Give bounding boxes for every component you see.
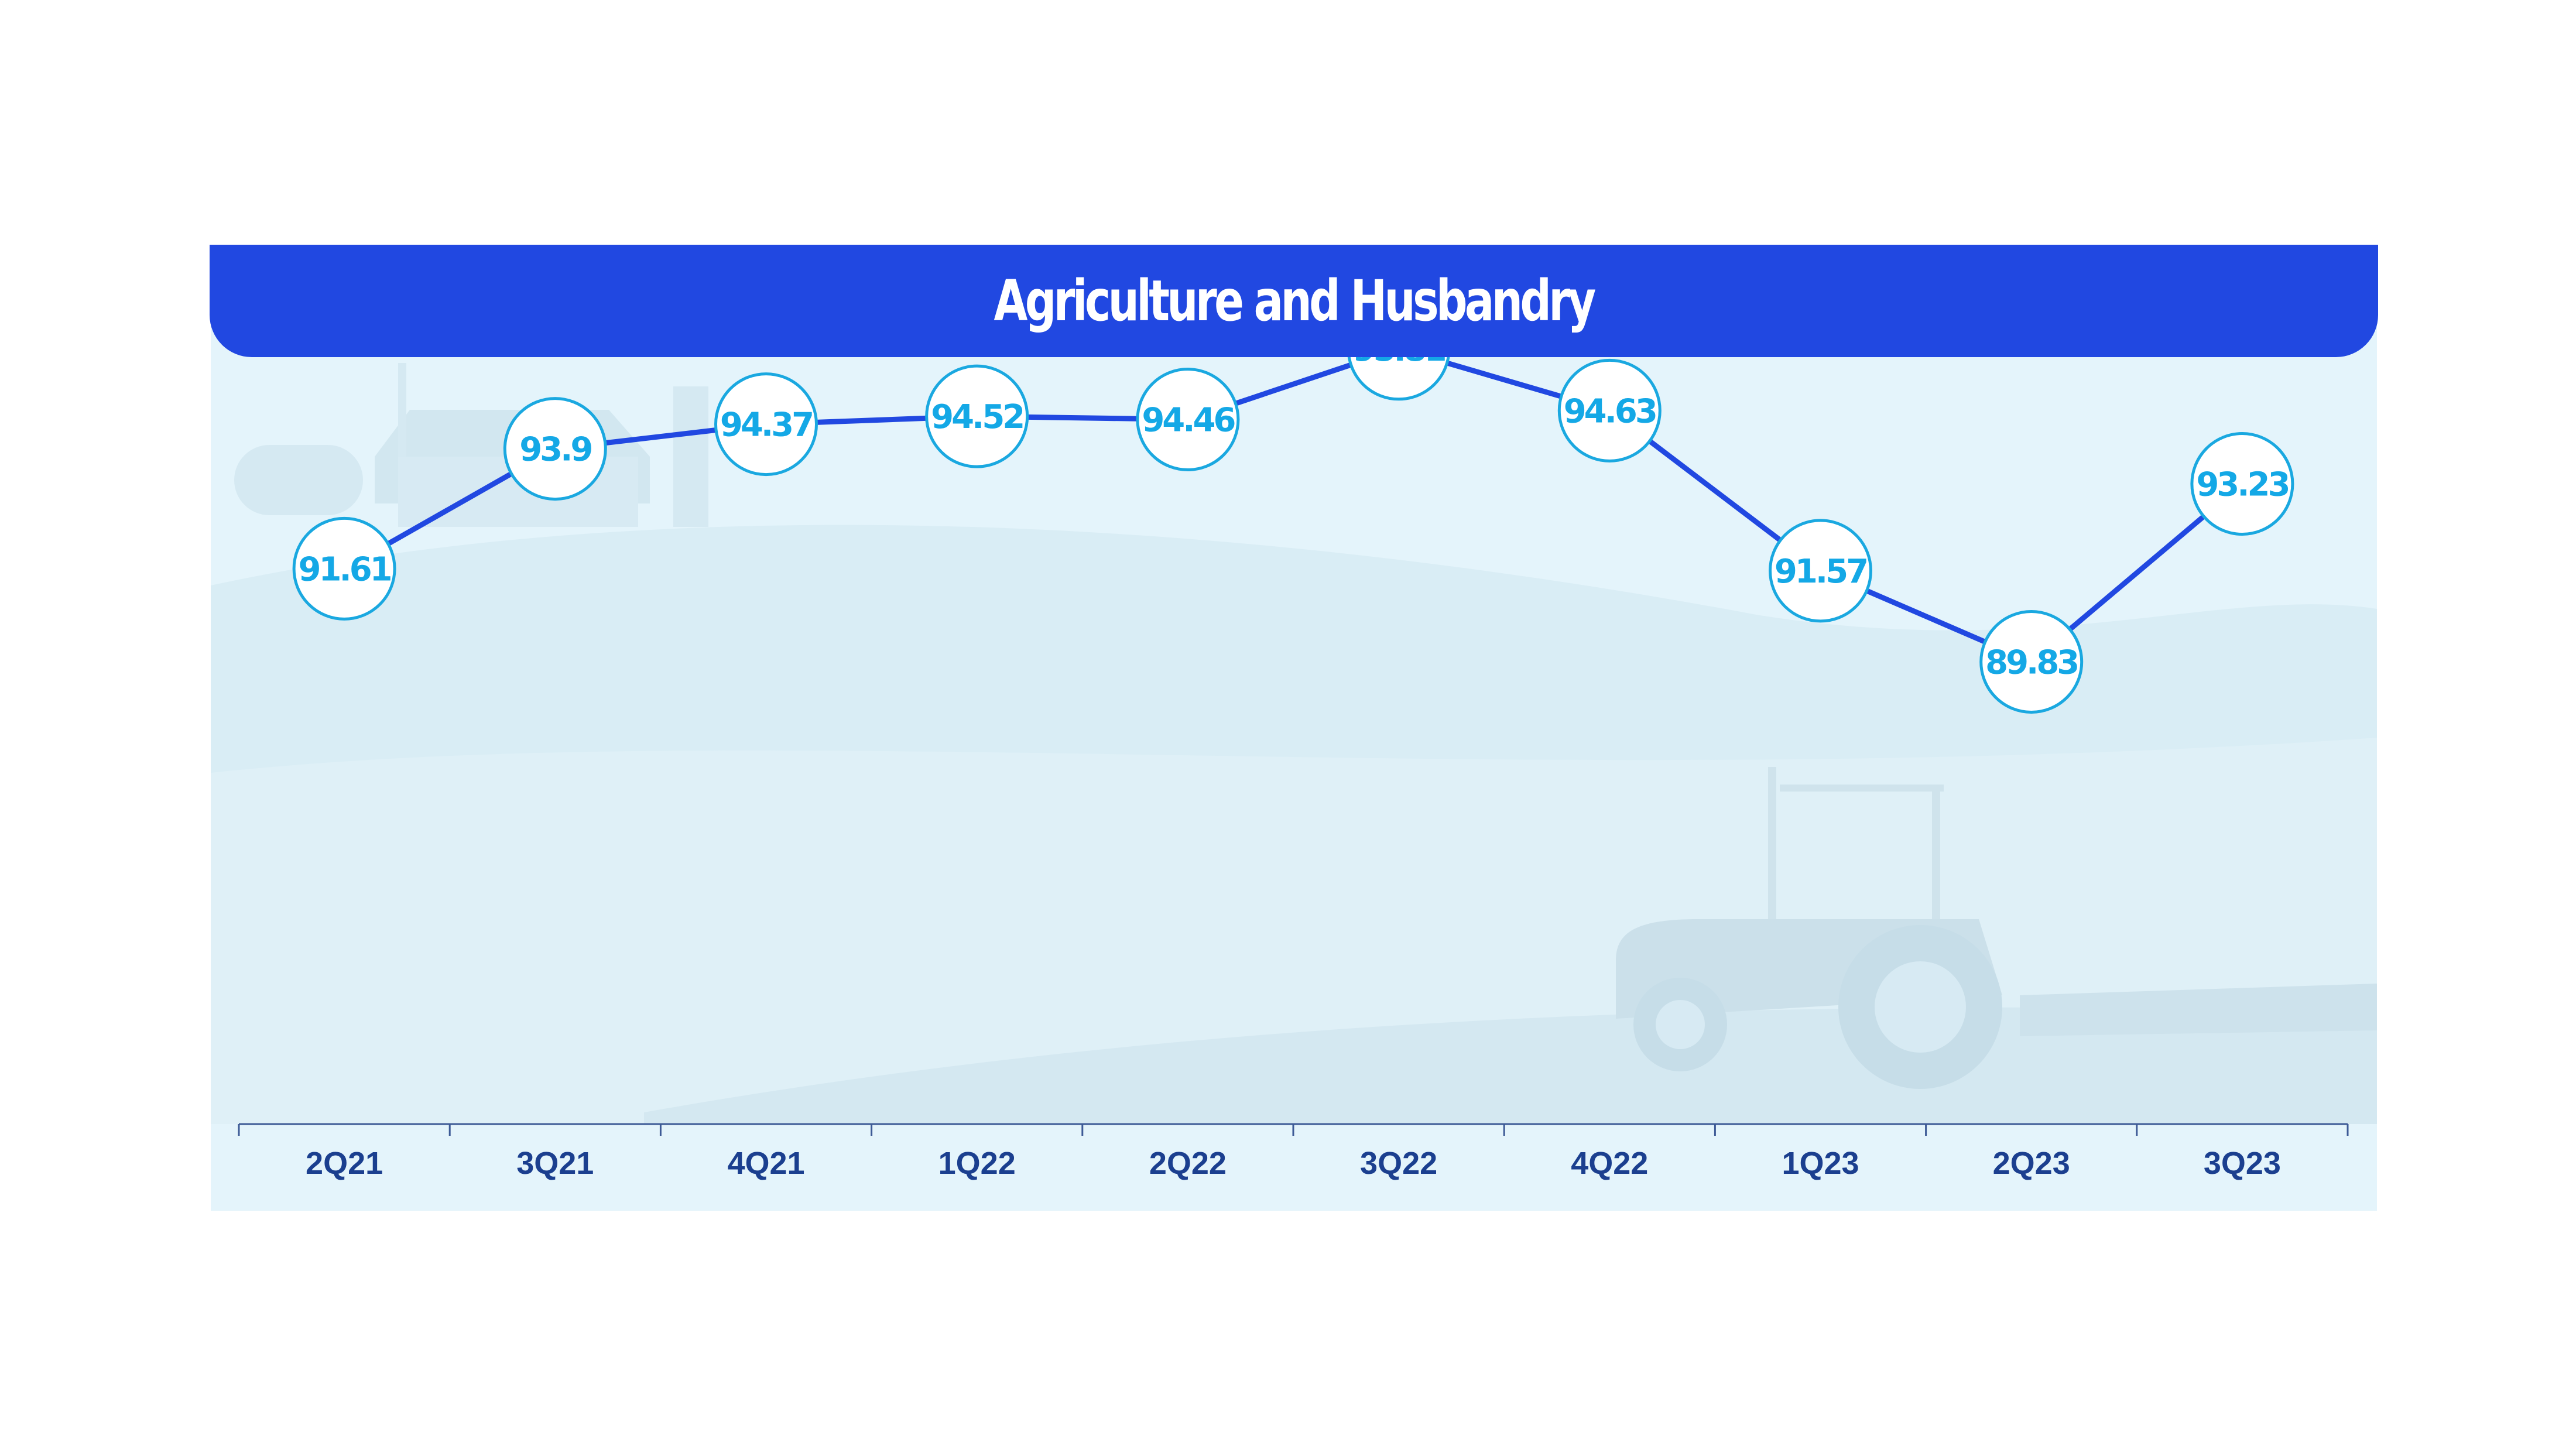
data-point-marker — [503, 397, 607, 501]
x-tick-label: 3Q21 — [516, 1146, 594, 1181]
tractor-icon — [1616, 767, 2377, 1089]
x-axis-ticks — [238, 1124, 2349, 1136]
data-point: 94.52 — [925, 364, 1029, 468]
chart-title: Agriculture and Husbandry — [994, 268, 1597, 334]
background-hill-front — [644, 1007, 2377, 1124]
series-line — [342, 346, 2244, 664]
data-markers: 91.6193.994.3794.5294.4695.8194.6391.578… — [292, 297, 2294, 714]
data-point-marker — [1769, 519, 1872, 623]
data-point-marker — [2190, 431, 2294, 536]
data-label: 89.83 — [1985, 643, 2077, 681]
barn-icon — [234, 363, 708, 527]
data-point: 91.57 — [1769, 519, 1872, 623]
data-point-marker — [292, 516, 396, 621]
data-label: 94.63 — [1564, 392, 1656, 430]
data-point: 93.23 — [2190, 431, 2294, 536]
data-label: 91.57 — [1775, 553, 1866, 591]
data-label: 93.23 — [2196, 465, 2288, 503]
data-point: 94.46 — [1136, 368, 1240, 472]
x-tick-label: 3Q23 — [2204, 1146, 2281, 1181]
x-tick-label: 1Q23 — [1782, 1146, 1859, 1181]
data-point-marker — [714, 372, 818, 477]
data-label: 94.37 — [720, 406, 812, 444]
data-point-marker — [925, 364, 1029, 468]
data-point-marker — [1557, 358, 1662, 463]
data-point-marker — [1136, 368, 1240, 472]
x-tick-label: 2Q22 — [1149, 1146, 1227, 1181]
data-label: 93.9 — [519, 431, 591, 469]
x-tick-label: 4Q21 — [727, 1146, 804, 1181]
title-bar: Agriculture and Husbandry — [210, 245, 2378, 357]
x-axis-labels: 2Q21 3Q21 4Q21 1Q22 2Q22 3Q22 4Q22 1Q23 2Q23 3Q23 — [306, 1146, 2281, 1181]
x-tick-label: 2Q23 — [1993, 1146, 2070, 1181]
data-point: 93.9 — [503, 397, 607, 501]
data-point: 89.83 — [1979, 609, 2084, 714]
x-tick-label: 2Q21 — [306, 1146, 383, 1181]
x-tick-label: 1Q22 — [938, 1146, 1016, 1181]
x-tick-label: 4Q22 — [1571, 1146, 1648, 1181]
data-point: 94.63 — [1557, 358, 1662, 463]
x-tick-label: 3Q22 — [1360, 1146, 1437, 1181]
data-point-marker — [1979, 609, 2084, 714]
data-label: 94.46 — [1142, 402, 1234, 440]
data-point: 94.37 — [714, 372, 818, 477]
data-label: 94.52 — [931, 398, 1023, 436]
background-hill-mid — [211, 738, 2377, 1124]
data-label: 91.61 — [299, 550, 391, 588]
data-point: 91.61 — [292, 516, 396, 621]
